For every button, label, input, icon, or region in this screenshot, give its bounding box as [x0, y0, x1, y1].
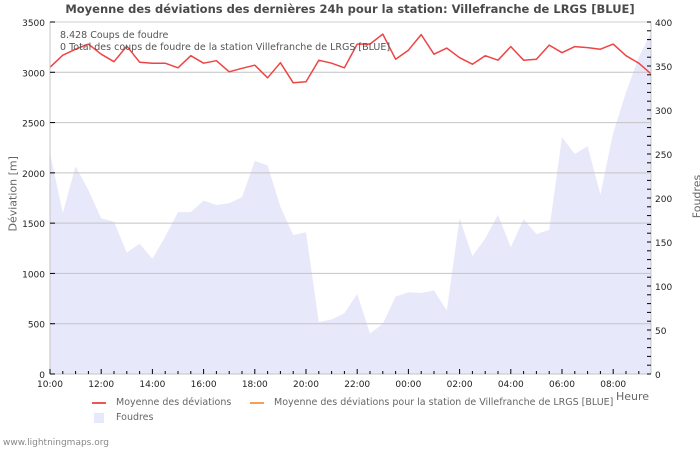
strike-count-annotation: 8.428 Coups de foudre: [60, 30, 169, 41]
x-tick-label: 10:00: [37, 380, 63, 390]
y-axis-right-label: Foudres: [690, 174, 700, 219]
y2-tick-label: 250: [655, 151, 672, 161]
x-tick-label: 16:00: [191, 380, 217, 390]
x-tick-label: 08:00: [600, 380, 626, 390]
x-tick-label: 06:00: [549, 380, 575, 390]
x-tick-label: 00:00: [395, 380, 421, 390]
legend-item-foudres: Foudres: [92, 412, 153, 423]
y2-tick-label: 50: [655, 327, 667, 337]
legend-label: Foudres: [116, 412, 154, 423]
foudres-area: [50, 32, 651, 374]
legend-label: Moyenne des déviations: [116, 397, 232, 408]
legend-label: Moyenne des déviations pour la station d…: [274, 397, 614, 408]
y-tick-label: 2500: [22, 120, 45, 130]
y2-tick-label: 400: [655, 19, 672, 29]
x-tick-label: 12:00: [88, 380, 114, 390]
chart-title: Moyenne des déviations des dernières 24h…: [65, 2, 635, 16]
y-tick-label: 2000: [22, 170, 45, 180]
y-tick-label: 3500: [22, 19, 45, 29]
legend-item-station-deviation: Moyenne des déviations pour la station d…: [250, 397, 613, 408]
y2-tick-label: 100: [655, 283, 672, 293]
y2-tick-label: 300: [655, 107, 672, 117]
footer-source: www.lightningmaps.org: [3, 438, 109, 448]
deviation-line: [49, 33, 652, 84]
station-total-annotation: 0 Total des coups de foudre de la statio…: [60, 42, 391, 53]
x-tick-label: 14:00: [139, 380, 165, 390]
foudres-area-path: [50, 32, 651, 374]
deviation-polyline: [49, 33, 652, 84]
legend-swatch-red-line: [92, 401, 106, 404]
x-tick-label: 02:00: [447, 380, 473, 390]
legend-swatch-orange-line: [250, 401, 264, 404]
y2-tick-label: 0: [655, 371, 661, 381]
axes: 0 500 1000 1500 2000 2500 3000 3500 0 50 100 150 200…: [22, 19, 672, 390]
y2-tick-label: 350: [655, 63, 672, 73]
y-tick-label: 3000: [22, 69, 45, 79]
y-axis-left-label: Déviation [m]: [6, 156, 20, 232]
x-tick-label: 20:00: [293, 380, 319, 390]
legend-swatch-lavender-box: [94, 412, 104, 423]
grid-lines: [50, 21, 651, 325]
x-tick-label: 04:00: [498, 380, 524, 390]
y-tick-label: 1500: [22, 220, 45, 230]
y-tick-label: 500: [28, 321, 45, 331]
y2-tick-label: 200: [655, 195, 672, 205]
x-tick-label: 22:00: [344, 380, 370, 390]
x-axis-label: Heure: [616, 390, 650, 403]
y-tick-label: 0: [39, 371, 45, 381]
y-tick-label: 1000: [22, 270, 45, 280]
x-tick-label: 18:00: [242, 380, 268, 390]
legend-item-deviation: Moyenne des déviations: [92, 397, 231, 408]
y2-tick-label: 150: [655, 239, 672, 249]
